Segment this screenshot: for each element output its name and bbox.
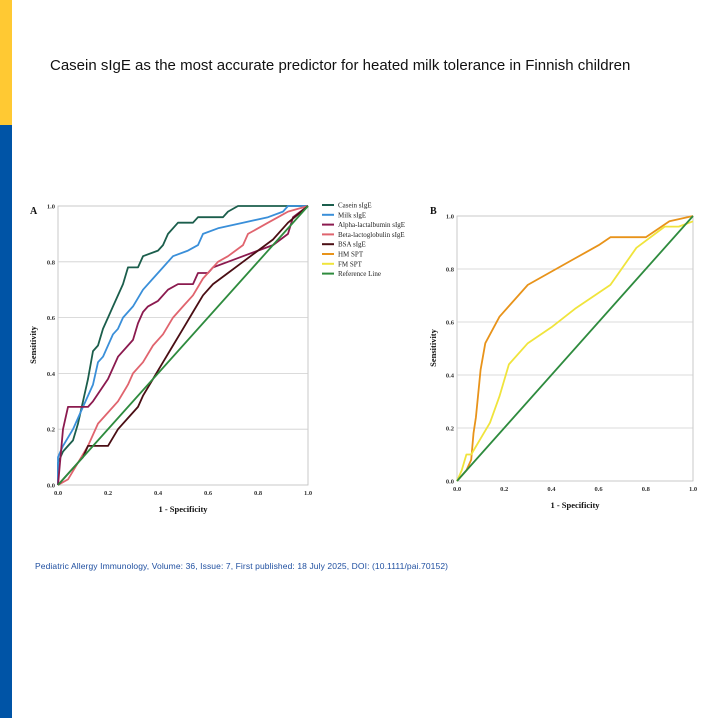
panel-a-legend-label-fm-spt: FM SPT <box>338 260 363 268</box>
panel-a-y-tick-label: 0.0 <box>47 483 55 490</box>
panel-a-legend-label-alpha-lactalbumin-sige: Alpha-lactalbumin sIgE <box>338 221 405 229</box>
panel-a-y-tick-label: 0.6 <box>47 315 56 322</box>
panel-b-x-tick-label: 1.0 <box>689 486 697 493</box>
panel-b-x-tick-label: 0.2 <box>500 486 508 493</box>
panel-a-line-milk-sige <box>57 205 308 485</box>
panel-b-y-tick-label: 0.6 <box>446 320 455 327</box>
slide-title: Casein sIgE as the most accurate predict… <box>50 57 631 74</box>
panel-b-x-tick-label: 0.8 <box>642 486 651 493</box>
panel-a-legend-label-hm-spt: HM SPT <box>338 251 364 259</box>
panel-a-line-casein-sige <box>57 205 308 485</box>
panel-b-line-series-3 <box>456 215 694 482</box>
panel-b-x-tick-label: 0.4 <box>547 486 556 493</box>
panel-a-x-tick-label: 0.2 <box>104 490 112 497</box>
panel-a-x-axis-label: 1 - Specificity <box>158 504 208 514</box>
panel-a-y-tick-label: 1.0 <box>47 204 55 211</box>
panel-a-plot-frame <box>57 205 309 486</box>
panel-a-y-tick-label: 0.8 <box>47 259 56 266</box>
panel-a-x-tick-label: 0.0 <box>54 490 62 497</box>
panel-a-line-beta-lactoglobulin-sige <box>57 205 309 486</box>
panel-b-y-tick-label: 0.4 <box>446 373 455 380</box>
panel-a-legend-label-milk-sige: Milk sIgE <box>338 211 366 219</box>
panel-b-y-tick-label: 0.0 <box>446 479 454 486</box>
panel-b-y-tick-label: 0.8 <box>446 267 455 274</box>
panel-a-legend-label-reference-line: Reference Line <box>338 270 381 278</box>
panel-a-y-tick-label: 0.4 <box>47 371 56 378</box>
panel-b-plot-frame <box>456 215 694 482</box>
panel-a-y-tick-label: 0.2 <box>47 427 55 434</box>
citation-text: Pediatric Allergy Immunology, Volume: 36… <box>35 561 449 571</box>
panel-a-legend-label-casein-sige: Casein sIgE <box>338 202 372 210</box>
panel-b-x-axis-label: 1 - Specificity <box>550 500 600 510</box>
panel-a-x-tick-label: 0.4 <box>154 490 163 497</box>
panel-b-y-axis-label: Sensitivity <box>428 328 438 367</box>
panel-b-x-tick-label: 0.6 <box>595 486 604 493</box>
panel-a-x-tick-label: 1.0 <box>304 490 312 497</box>
panel-b-line-series-2 <box>456 220 694 482</box>
accent-bar-top <box>0 0 12 125</box>
panel-a-x-tick-label: 0.6 <box>204 490 213 497</box>
panel-a-label: A <box>30 206 38 217</box>
panel-a-line-bsa-sige <box>57 205 309 486</box>
panel-b-y-tick-label: 1.0 <box>446 214 454 221</box>
panel-a-legend-label-beta-lactoglobulin-sige: Beta-lactoglobulin sIgE <box>338 231 405 239</box>
panel-a-x-tick-label: 0.8 <box>254 490 263 497</box>
panel-a-y-axis-label: Sensitivity <box>28 325 38 364</box>
panel-b-label: B <box>430 206 437 217</box>
panel-a-line-reference-line <box>57 205 309 486</box>
panel-b-x-tick-label: 0.0 <box>453 486 461 493</box>
accent-bar-side <box>0 125 12 718</box>
panel-b-line-series-1 <box>456 215 694 482</box>
panel-b-y-tick-label: 0.2 <box>446 426 454 433</box>
panel-a-legend-label-bsa-sige: BSA sIgE <box>338 241 366 249</box>
